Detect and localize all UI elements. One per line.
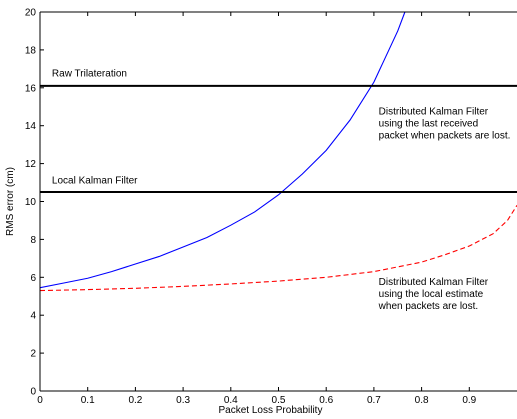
y-tick-label: 14 — [25, 121, 37, 132]
annotation-line: using the last received — [379, 118, 479, 129]
x-tick-label: 0.8 — [415, 395, 429, 406]
y-tick-label: 6 — [30, 273, 36, 284]
y-axis-label: RMS error (cm) — [5, 167, 16, 236]
x-tick-label: 0.5 — [272, 395, 286, 406]
annotation-line: using the local estimate — [379, 289, 484, 300]
y-tick-label: 16 — [25, 83, 37, 94]
x-tick-label: 0.7 — [367, 395, 381, 406]
annotation-line: Distributed Kalman Filter — [379, 106, 489, 117]
x-tick-label: 0.4 — [224, 395, 238, 406]
y-tick-label: 18 — [25, 45, 37, 56]
y-tick-label: 10 — [25, 197, 37, 208]
x-tick-label: 0.3 — [176, 395, 190, 406]
y-tick-label: 2 — [30, 349, 36, 360]
annotation-line: Raw Trilateration — [52, 68, 127, 79]
annotation-line: Local Kalman Filter — [52, 175, 138, 186]
y-tick-label: 0 — [30, 387, 36, 398]
x-tick-label: 0 — [37, 395, 43, 406]
y-tick-label: 12 — [25, 159, 37, 170]
annotation-line: Distributed Kalman Filter — [379, 277, 489, 288]
y-tick-label: 20 — [25, 8, 37, 19]
series-line-1 — [40, 11, 406, 289]
x-tick-label: 0.9 — [462, 395, 476, 406]
annotation-4: Distributed Kalman Filter using the local… — [378, 277, 489, 312]
annotation-1: Raw Trilateration — [52, 68, 127, 79]
x-tick-label: 0.2 — [128, 395, 142, 406]
x-axis-label: Packet Loss Probability — [219, 405, 323, 416]
plot-area — [40, 12, 517, 391]
x-tick-label: 0.1 — [81, 395, 95, 406]
annotation-3: Distributed Kalman Filter using the last … — [379, 106, 511, 141]
annotation-2: Local Kalman Filter — [52, 175, 138, 186]
annotation-line: when packets are lost. — [378, 301, 479, 312]
annotation-line: packet when packets are lost. — [379, 130, 511, 141]
y-tick-label: 4 — [30, 311, 36, 322]
x-tick-label: 0.6 — [319, 395, 333, 406]
y-tick-label: 8 — [30, 235, 36, 246]
